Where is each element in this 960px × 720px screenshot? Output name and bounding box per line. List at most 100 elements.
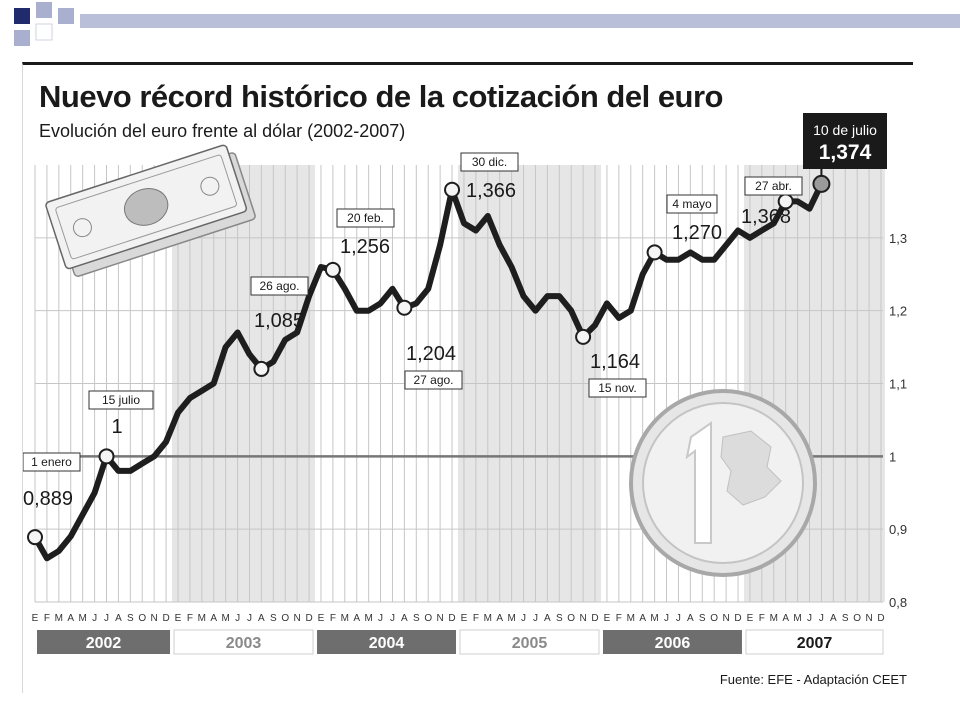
annotation-marker [27,529,43,546]
month-tick-label: N [294,613,301,624]
month-tick-label: O [853,613,861,624]
month-tick-label: D [591,613,598,624]
annotation-value: 1,374 [819,141,872,164]
month-tick-label: D [734,613,741,624]
month-tick-label: A [496,613,503,624]
month-tick-label: M [793,613,801,624]
month-tick-label: S [270,613,277,624]
month-tick-label: J [807,613,812,624]
month-tick-label: J [378,613,383,624]
annotation-marker [444,181,461,198]
month-tick-label: S [699,613,706,624]
month-tick-label: J [521,613,526,624]
annotation-value: 1,204 [406,343,456,365]
annotation-value: 1,164 [590,351,640,373]
month-tick-label: A [210,613,217,624]
month-tick-label: E [461,613,468,624]
month-tick-label: J [92,613,97,624]
deco-square-5 [58,8,74,24]
month-tick-label: E [604,613,611,624]
annotation-date: 20 feb. [347,211,384,225]
annotation-marker [324,261,341,278]
month-tick-label: J [104,613,109,624]
month-tick-label: A [258,613,265,624]
annotation-label-box [588,378,647,398]
month-tick-label: N [865,613,872,624]
chart-title: Nuevo récord histórico de la cotización … [39,79,724,114]
month-tick-label: A [639,613,646,624]
plot-marks: 1 enero 0,889 15 julio 1 26 ago. 1,085 20 feb.… [23,113,887,562]
month-tick-label: N [579,613,586,624]
annotation-date: 27 abr. [755,179,792,193]
year-label: 2004 [369,635,405,652]
coin-map-icon [720,430,782,506]
annotation-date: 1 enero [31,455,72,469]
annotation-date: 15 nov. [598,381,636,395]
month-tick-label: M [770,613,778,624]
chart-subtitle: Evolución del euro frente al dólar (2002… [39,121,406,141]
annotation-label-box [460,152,519,172]
year-label-box [173,629,314,655]
banknote-corner-right [200,176,220,196]
chart-source: Fuente: EFE - Adaptación CEET [719,672,907,687]
banknote-portrait [124,188,169,226]
y-tick-label: 1,2 [889,304,907,319]
month-tick-label: F [330,613,336,624]
deco-square-4 [35,23,53,41]
annotation-marker [98,448,115,465]
month-tick-label: M [221,613,229,624]
annotation-date: 15 julio [102,393,140,407]
month-tick-label: S [413,613,420,624]
annotation-value: 1,085 [254,310,304,332]
deco-bar [80,14,960,28]
month-tick-label: D [305,613,312,624]
year-label: 2007 [797,635,833,652]
annotation-date: 4 mayo [672,197,712,211]
month-tick-label: M [484,613,492,624]
year-label: 2005 [512,635,548,652]
y-tick-label: 0,8 [889,595,907,610]
month-tick-label: J [819,613,824,624]
month-tick-label: A [67,613,74,624]
month-tick-label: N [437,613,444,624]
deco-square-3 [14,30,30,46]
month-tick-label: A [353,613,360,624]
annotation-label-box [666,194,718,214]
annotation-label-box [336,208,395,228]
year-label: 2002 [86,635,122,652]
month-tick-label: J [664,613,669,624]
annotation-marker [396,299,413,316]
month-tick-label: A [401,613,408,624]
month-tick-label: J [247,613,252,624]
year-label-box [459,629,600,655]
coin-one-icon [685,421,712,544]
month-tick-label: M [55,613,63,624]
month-tick-label: M [78,613,86,624]
annotation-marker [575,328,592,345]
month-tick-label: N [722,613,729,624]
year-label-box [745,629,884,655]
deco-square-1 [14,8,30,24]
series-line [32,180,825,562]
month-tick-label: E [32,613,39,624]
annotation-label-box [744,176,803,196]
annotation-label-box [23,452,81,472]
annotation-date: 10 de julio [813,122,877,138]
annotation-date: 30 dic. [472,155,507,169]
month-tick-label: F [473,613,479,624]
month-tick-label: S [556,613,563,624]
month-tick-label: A [782,613,789,624]
year-label-box [602,630,742,654]
month-tick-label: F [187,613,193,624]
annotation-date: 26 ago. [259,279,299,293]
month-tick-label: J [676,613,681,624]
month-tick-label: O [281,613,289,624]
annotation-label-box [88,390,154,410]
month-tick-label: M [341,613,349,624]
annotation-value: 1,368 [741,206,791,228]
month-tick-label: A [687,613,694,624]
year-label: 2003 [226,635,262,652]
year-label: 2006 [655,635,691,652]
